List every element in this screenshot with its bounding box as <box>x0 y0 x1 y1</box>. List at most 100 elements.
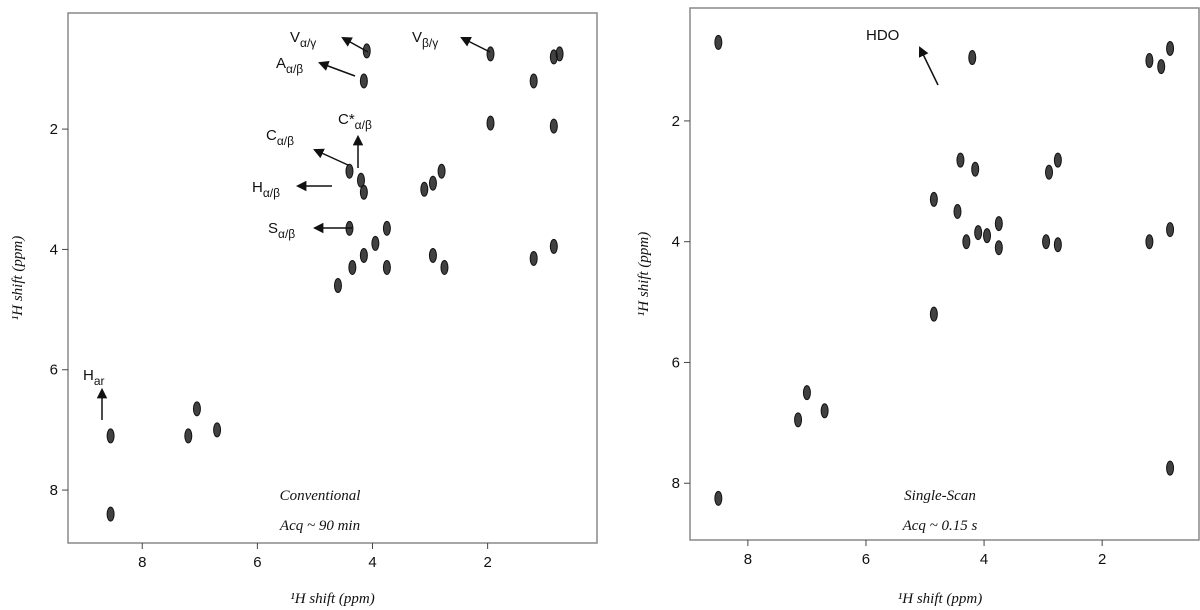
peak <box>794 412 803 428</box>
annotation-text: V <box>412 29 422 46</box>
peak <box>956 152 965 168</box>
peak <box>213 422 222 438</box>
annotation-arrow <box>313 148 349 166</box>
annotation: Vα/γ <box>290 29 316 50</box>
peak <box>974 225 983 241</box>
y-tick-label: 8 <box>50 482 58 499</box>
y-tick-label: 6 <box>672 354 680 371</box>
annotation-text: C* <box>338 111 355 128</box>
annotation: Cα/β <box>266 127 294 148</box>
peak <box>1145 234 1154 250</box>
peak <box>820 403 829 419</box>
peak <box>1166 222 1175 238</box>
y-tick-label: 2 <box>50 121 58 138</box>
annotation-text: H <box>252 179 263 196</box>
peak <box>962 234 971 250</box>
peak <box>929 306 938 322</box>
annotation: HDO <box>866 27 899 44</box>
peak <box>994 216 1003 232</box>
peak <box>529 73 538 89</box>
y-tick-label: 2 <box>672 113 680 130</box>
peak <box>420 181 429 197</box>
peak <box>994 240 1003 256</box>
annotation-sub: α/β <box>263 186 280 200</box>
peak <box>371 235 380 251</box>
annotation-text: S <box>268 220 278 237</box>
peak <box>440 259 449 275</box>
peak <box>1053 152 1062 168</box>
annotation: Aα/β <box>276 55 303 76</box>
annotation-arrow <box>460 37 491 53</box>
peak <box>953 204 962 220</box>
peak <box>359 247 368 263</box>
peak <box>428 175 437 191</box>
peak <box>1042 234 1051 250</box>
peak <box>359 184 368 200</box>
peak <box>333 278 342 294</box>
y-tick-label: 6 <box>50 362 58 379</box>
peak <box>1145 53 1154 69</box>
peak <box>714 490 723 506</box>
peak <box>437 163 446 179</box>
peak <box>549 238 558 254</box>
annotation-text: HDO <box>866 27 899 44</box>
annotation-sub: α/γ <box>300 36 316 50</box>
panel-subtitle: Acq ~ 0.15 s <box>902 518 978 534</box>
annotation-arrow <box>341 36 369 53</box>
peak <box>555 46 564 62</box>
peak <box>1166 460 1175 476</box>
y-tick-label: 4 <box>672 234 680 251</box>
annotation: Hα/β <box>252 179 280 200</box>
annotation-sub: ar <box>94 374 105 388</box>
peak <box>192 401 201 417</box>
annotation-sub: α/β <box>278 227 295 241</box>
panel-title: Single-Scan <box>904 488 976 504</box>
y-tick-label: 4 <box>50 241 58 258</box>
annotation-text: H <box>83 367 94 384</box>
annotation-arrow <box>918 46 939 86</box>
x-tick-label: 8 <box>138 554 146 571</box>
peak <box>348 259 357 275</box>
peak <box>1166 40 1175 56</box>
peak <box>529 250 538 266</box>
peak <box>1053 237 1062 253</box>
peak <box>983 228 992 244</box>
peak <box>549 118 558 134</box>
annotation-sub: α/β <box>286 62 303 76</box>
peak <box>428 247 437 263</box>
annotation-text: A <box>276 55 286 72</box>
peak <box>106 506 115 522</box>
annotation-sub: α/β <box>277 134 294 148</box>
annotation-sub: α/β <box>355 118 372 132</box>
peak <box>359 73 368 89</box>
peak <box>929 191 938 207</box>
peak <box>802 385 811 401</box>
y-tick-label: 8 <box>672 475 680 492</box>
plot-frame <box>67 12 598 544</box>
annotation-text: C <box>266 127 277 144</box>
peak <box>968 50 977 66</box>
y-axis-label: ¹H shift (ppm) <box>10 236 26 321</box>
annotation: C*α/β <box>338 111 372 132</box>
plot-frame <box>689 7 1200 541</box>
x-tick-label: 2 <box>483 554 491 571</box>
peak <box>184 428 193 444</box>
x-tick-label: 6 <box>253 554 261 571</box>
peak <box>106 428 115 444</box>
peak <box>382 259 391 275</box>
annotation: Vβ/γ <box>412 29 438 50</box>
x-tick-label: 4 <box>980 551 988 568</box>
peak <box>1045 164 1054 180</box>
annotation-arrow <box>318 61 356 77</box>
x-tick-label: 2 <box>1098 551 1106 568</box>
annotation-text: V <box>290 29 300 46</box>
peak <box>971 161 980 177</box>
peak <box>486 115 495 131</box>
peak <box>1157 59 1166 75</box>
peak <box>345 163 354 179</box>
x-axis-label: ¹H shift (ppm) <box>290 591 375 607</box>
panel-subtitle: Acq ~ 90 min <box>279 518 360 534</box>
y-axis-label: ¹H shift (ppm) <box>636 232 652 317</box>
panel-title: Conventional <box>280 488 361 504</box>
